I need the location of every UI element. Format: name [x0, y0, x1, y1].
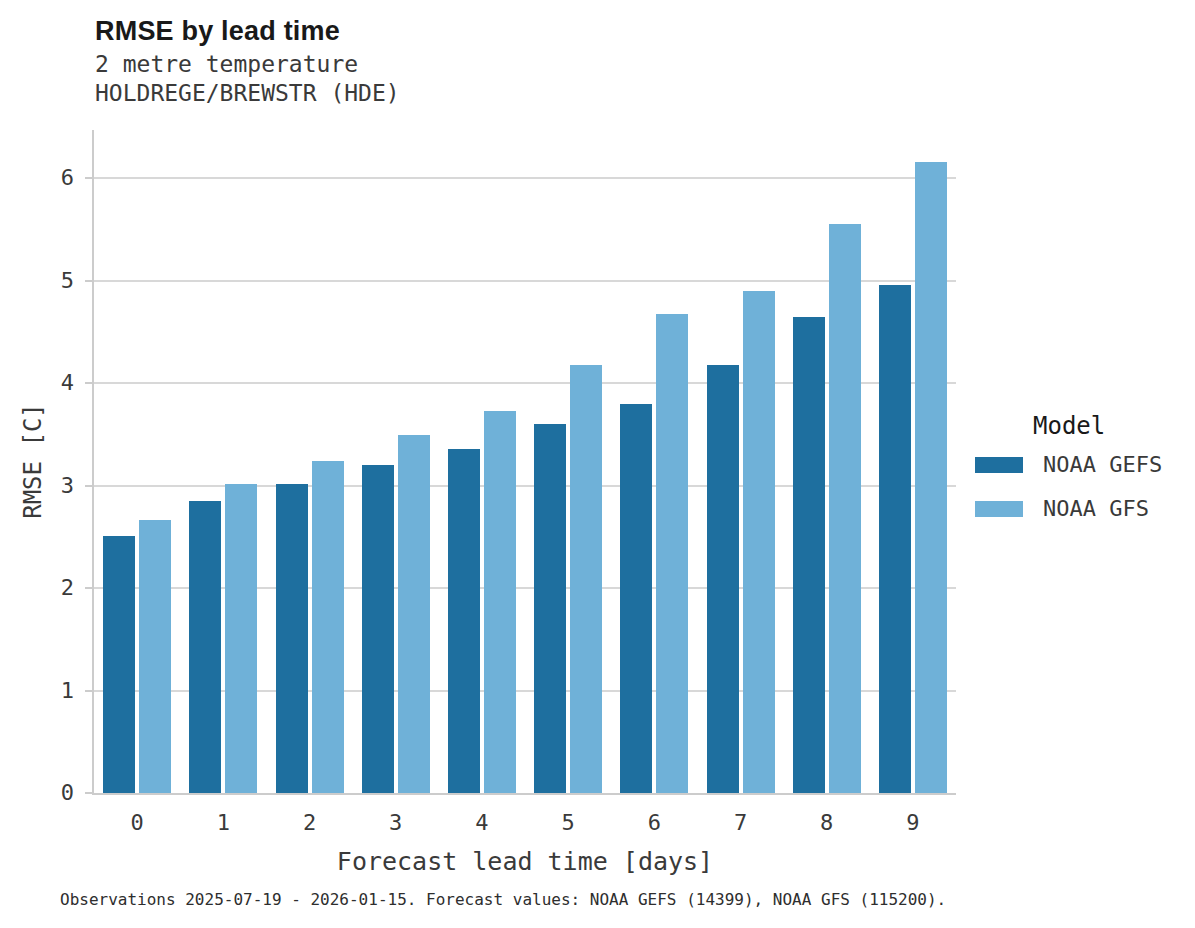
- legend-entry: NOAA GEFS: [975, 452, 1162, 477]
- y-axis-tick-mark: [85, 485, 92, 487]
- y-axis-tick-label: 5: [24, 268, 74, 294]
- x-axis-tick-label: 7: [701, 810, 781, 835]
- x-axis-tick-label: 0: [97, 810, 177, 835]
- bar-noaa-gefs: [620, 404, 652, 793]
- chart-title: RMSE by lead time: [95, 16, 340, 47]
- legend-swatch: [975, 501, 1023, 517]
- y-axis-spine: [92, 130, 94, 795]
- bar-noaa-gfs: [656, 314, 688, 793]
- bar-noaa-gefs: [707, 365, 739, 793]
- y-axis-tick-mark: [85, 690, 92, 692]
- bar-noaa-gfs: [915, 162, 947, 793]
- x-axis-title: Forecast lead time [days]: [337, 847, 713, 876]
- bar-noaa-gfs: [398, 435, 430, 793]
- x-axis-tick-label: 8: [787, 810, 867, 835]
- y-axis-tick-label: 1: [24, 678, 74, 704]
- legend-label: NOAA GEFS: [1043, 452, 1162, 477]
- bar-noaa-gefs: [879, 285, 911, 793]
- gridline-y-3: [94, 485, 956, 487]
- y-axis-tick-label: 4: [24, 370, 74, 396]
- x-axis-tick-label: 5: [528, 810, 608, 835]
- bar-noaa-gefs: [534, 424, 566, 793]
- gridline-y-1: [94, 690, 956, 692]
- y-axis-tick-label: 6: [24, 165, 74, 191]
- y-axis-tick-mark: [85, 177, 92, 179]
- bar-noaa-gefs: [189, 501, 221, 793]
- chart-subtitle-station: HOLDREGE/BREWSTR (HDE): [95, 80, 400, 106]
- legend-title: Model: [1033, 412, 1162, 440]
- bar-noaa-gfs: [225, 484, 257, 793]
- y-axis-tick-mark: [85, 792, 92, 794]
- chart-canvas: RMSE by lead time 2 metre temperature HO…: [0, 0, 1195, 928]
- bar-noaa-gfs: [829, 224, 861, 793]
- x-axis-tick-label: 6: [614, 810, 694, 835]
- y-axis-title: RMSE [C]: [19, 403, 47, 519]
- y-axis-tick-label: 2: [24, 575, 74, 601]
- x-axis-tick-label: 3: [356, 810, 436, 835]
- bar-noaa-gfs: [743, 291, 775, 793]
- x-axis-spine: [92, 793, 956, 795]
- x-axis-tick-label: 4: [442, 810, 522, 835]
- x-axis-tick-label: 9: [873, 810, 953, 835]
- y-axis-tick-label: 0: [24, 780, 74, 806]
- bar-noaa-gfs: [484, 411, 516, 793]
- bar-noaa-gfs: [139, 520, 171, 793]
- footer-caption: Observations 2025-07-19 - 2026-01-15. Fo…: [60, 890, 946, 909]
- x-axis-tick-label: 2: [270, 810, 350, 835]
- bar-noaa-gefs: [103, 536, 135, 793]
- x-axis-tick-label: 1: [183, 810, 263, 835]
- bar-noaa-gfs: [570, 365, 602, 793]
- bar-noaa-gefs: [448, 449, 480, 793]
- plot-area: 01234560123456789: [94, 130, 956, 793]
- legend: Model NOAA GEFS NOAA GFS: [975, 412, 1162, 540]
- chart-subtitle-variable: 2 metre temperature: [95, 51, 358, 77]
- y-axis-tick-mark: [85, 587, 92, 589]
- bar-noaa-gefs: [362, 465, 394, 793]
- bar-noaa-gefs: [793, 317, 825, 793]
- gridline-y-2: [94, 587, 956, 589]
- y-axis-tick-mark: [85, 280, 92, 282]
- gridline-y-4: [94, 382, 956, 384]
- y-axis-tick-mark: [85, 382, 92, 384]
- gridline-y-5: [94, 280, 956, 282]
- legend-label: NOAA GFS: [1043, 496, 1149, 521]
- gridline-y-6: [94, 177, 956, 179]
- legend-swatch: [975, 457, 1023, 473]
- bar-noaa-gfs: [312, 461, 344, 793]
- bar-noaa-gefs: [276, 484, 308, 793]
- legend-entry: NOAA GFS: [975, 496, 1162, 521]
